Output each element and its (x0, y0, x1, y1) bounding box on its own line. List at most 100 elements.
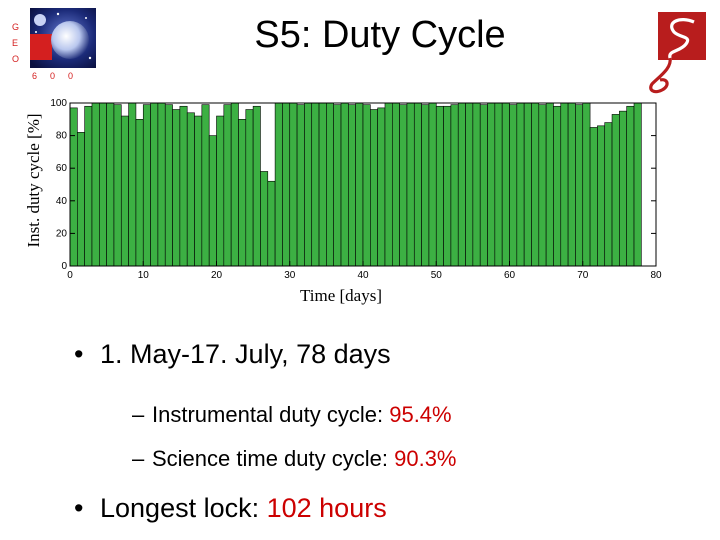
logo-letter: E (12, 38, 18, 48)
bar (289, 102, 298, 267)
bar (172, 109, 181, 267)
sub-bullet-item: – Instrumental duty cycle: 95.4% (74, 400, 694, 430)
bar (538, 104, 547, 267)
x-tick-label: 30 (284, 270, 296, 281)
bar (611, 114, 620, 267)
x-tick-label: 60 (504, 270, 516, 281)
bar (142, 104, 151, 267)
bar (311, 102, 320, 267)
y-tick-label: 60 (56, 163, 68, 174)
bar (120, 115, 129, 267)
y-tick-label: 100 (50, 98, 67, 109)
bar (274, 102, 283, 267)
bar (384, 102, 393, 267)
bar (531, 102, 540, 267)
bar (553, 105, 562, 267)
bar (457, 102, 466, 267)
bar (370, 109, 378, 267)
bar (362, 104, 371, 267)
bar (516, 102, 525, 267)
bar (318, 102, 327, 267)
bar (267, 180, 276, 267)
bar (179, 105, 188, 267)
bar (282, 102, 291, 267)
bar (435, 105, 444, 267)
bar (465, 102, 474, 267)
bar (582, 102, 591, 267)
bullet-dot-icon: • (74, 339, 84, 369)
logo-letter: G (12, 22, 19, 32)
bullet-value: 102 hours (266, 493, 387, 523)
bar (91, 102, 100, 267)
bullet-text: 1. May-17. July, 78 days (100, 339, 391, 369)
bar (575, 104, 584, 267)
bar (304, 102, 313, 267)
bar (377, 107, 386, 267)
bar (164, 104, 173, 267)
bar (77, 132, 85, 267)
y-tick-label: 80 (56, 131, 68, 142)
bar (340, 102, 349, 267)
bar (633, 102, 642, 267)
slide-title: S5: Duty Cycle (254, 14, 506, 56)
bar (99, 102, 107, 267)
logo-letter: O (12, 54, 19, 64)
institute-logo (640, 6, 712, 98)
bar (421, 104, 430, 267)
bar (348, 104, 356, 267)
bar (223, 104, 232, 267)
bar (296, 104, 305, 267)
bar (428, 102, 437, 267)
x-tick-label: 0 (67, 270, 73, 281)
sub-bullet-label: Science time duty cycle: (152, 446, 395, 471)
bar (501, 102, 510, 267)
bar (128, 102, 137, 267)
bar (604, 122, 613, 267)
y-tick-label: 20 (56, 228, 68, 239)
bullet-list: • 1. May-17. July, 78 days – Instrumental … (74, 336, 694, 526)
bar (406, 102, 415, 267)
bar (245, 109, 254, 267)
x-tick-label: 20 (211, 270, 223, 281)
bar (487, 102, 496, 267)
tick-group: 0 10 20 30 40 50 60 70 80 0 20 40 60 80 100 (50, 98, 662, 281)
bar (443, 105, 452, 267)
bar (479, 104, 488, 267)
bar (135, 119, 144, 267)
bar (523, 102, 532, 267)
bar (509, 104, 518, 267)
geo600-logo: G E O 6 0 0 (8, 6, 100, 86)
dash-icon: – (132, 446, 145, 471)
x-tick-label: 70 (577, 270, 589, 281)
y-tick-label: 0 (61, 261, 67, 272)
bar (69, 107, 78, 267)
bar (157, 102, 166, 267)
bar (567, 102, 576, 267)
x-tick-label: 40 (357, 270, 369, 281)
dash-icon: – (132, 402, 145, 427)
bullet-item: • 1. May-17. July, 78 days (74, 336, 694, 372)
bullet-dot-icon: • (74, 493, 84, 523)
y-tick-label: 40 (56, 196, 68, 207)
logo-letter: 0 (50, 71, 55, 81)
bar (216, 115, 225, 267)
bar (230, 102, 239, 267)
sub-bullet-item: – Science time duty cycle: 90.3% (74, 444, 694, 474)
sub-bullet-value: 95.4% (389, 402, 452, 427)
bar (626, 105, 635, 267)
bar (260, 171, 269, 267)
bar (252, 105, 261, 267)
bar (106, 102, 115, 267)
bar (194, 115, 203, 267)
bar (597, 125, 606, 267)
bar (84, 105, 93, 267)
bar (413, 102, 422, 267)
bar (333, 104, 342, 267)
bar (238, 119, 247, 267)
bar (208, 135, 217, 267)
bar (472, 102, 481, 267)
y-axis-label: Inst. duty cycle [%] (24, 113, 43, 247)
bar (186, 112, 195, 267)
bar (545, 102, 554, 267)
bar-group (69, 102, 642, 267)
